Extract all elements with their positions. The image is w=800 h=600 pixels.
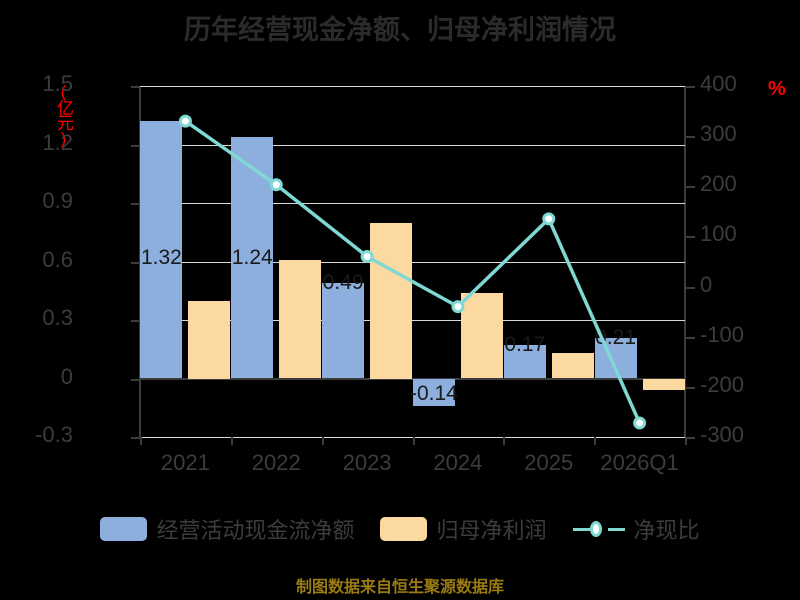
bar-value-label: 0.49: [322, 270, 364, 294]
legend-line-segment-left: [572, 528, 590, 531]
left-axis-tick: [131, 144, 140, 147]
legend-line-dot: [589, 521, 602, 537]
x-axis-tick-label: 2024: [433, 450, 483, 475]
right-axis-tick: [686, 136, 695, 139]
right-axis-tick-label: 300: [700, 121, 737, 147]
right-axis-tick-label: 400: [700, 71, 737, 96]
bar-value-label: 0.17: [504, 333, 546, 357]
left-axis-tick: [131, 320, 140, 322]
gridline: [140, 261, 685, 263]
right-axis-tick: [686, 336, 695, 339]
bar-value-label: -0.14: [409, 381, 458, 405]
legend-item-cash-to-profit-ratio[interactable]: 净现比: [572, 513, 700, 545]
x-axis-tick: [140, 437, 142, 445]
right-axis-tick-label: 200: [700, 171, 737, 197]
right-axis-tick: [686, 286, 695, 289]
bar-operating-cash-flow-2021[interactable]: [140, 121, 183, 379]
left-axis-tick: [131, 437, 140, 439]
bar-net-profit-2022[interactable]: [279, 259, 322, 379]
legend-item-net-profit[interactable]: 归母净利润: [380, 513, 547, 545]
x-axis-tick-label: 2021: [160, 450, 210, 475]
legend-line-segment-right: [607, 528, 625, 531]
right-axis-tick-label: 100: [700, 221, 737, 247]
right-axis-tick: [686, 386, 695, 389]
x-axis-tick: [412, 437, 415, 445]
right-axis-spine: [684, 86, 686, 437]
bar-net-profit-2024[interactable]: [460, 292, 503, 379]
x-axis-tick-label: 2023: [342, 450, 392, 475]
legend-swatch-operating-cash-flow: [100, 517, 148, 541]
bar-value-label: 0.21: [595, 325, 637, 349]
left-axis-tick-label: 0.9: [42, 188, 73, 213]
right-axis-tick-label: -100: [700, 321, 745, 347]
bar-net-profit-2023[interactable]: [370, 222, 413, 379]
left-axis-tick: [131, 378, 140, 381]
legend-line-marker-cash-to-profit-ratio: [572, 518, 625, 540]
right-axis-tick: [686, 437, 695, 439]
x-axis-tick-label: 2026Q1: [600, 450, 679, 475]
gridline: [140, 144, 685, 146]
x-axis-tick: [321, 437, 324, 445]
left-axis-tick-label: -0.3: [35, 422, 73, 447]
x-axis-tick-label: 2022: [251, 450, 301, 475]
right-axis-tick-label: 0: [700, 271, 713, 297]
left-axis-unit-label: (亿元): [54, 82, 73, 146]
legend-swatch-net-profit: [380, 517, 428, 541]
x-axis-tick: [230, 437, 233, 445]
footer-note: 制图数据来自恒生聚源数据库: [295, 579, 504, 596]
legend-label-operating-cash-flow: 经营活动现金流净额: [156, 518, 355, 543]
legend-item-operating-cash-flow[interactable]: 经营活动现金流净额: [100, 513, 354, 545]
x-axis-tick: [594, 437, 597, 445]
left-axis-tick-label: 1.2: [42, 129, 73, 155]
bar-net-profit-2025[interactable]: [551, 353, 594, 379]
legend-label-cash-to-profit-ratio: 净现比: [633, 518, 700, 543]
left-axis-tick-label: 0.6: [42, 246, 73, 272]
bar-value-label: 1.32: [140, 245, 182, 269]
bar-value-label: 1.24: [231, 245, 273, 269]
x-axis-tick: [685, 437, 687, 445]
left-axis-tick: [131, 86, 140, 88]
chart-title: 历年经营现金净额、归母净利润情况: [184, 15, 616, 45]
left-axis-tick: [131, 261, 140, 264]
right-axis-unit-label: %: [768, 78, 786, 100]
right-axis-tick-label: -300: [700, 422, 745, 447]
bar-operating-cash-flow-2023[interactable]: [322, 282, 365, 379]
right-axis-tick: [686, 236, 695, 239]
right-axis-tick: [686, 86, 695, 88]
left-axis-tick-label: 0: [60, 363, 73, 389]
left-axis-tick: [131, 203, 140, 205]
bar-net-profit-2026Q1[interactable]: [642, 378, 685, 391]
right-axis-tick-label: -200: [700, 371, 745, 397]
left-axis-tick-label: 1.5: [42, 71, 73, 96]
x-axis-tick-label: 2025: [524, 450, 574, 475]
legend-label-net-profit: 归母净利润: [436, 518, 547, 543]
gridline: [140, 86, 685, 87]
bar-net-profit-2021[interactable]: [188, 300, 231, 379]
x-axis-tick: [503, 437, 506, 445]
left-axis-tick-label: 0.3: [42, 305, 73, 330]
gridline: [140, 203, 685, 204]
chart-legend: 经营活动现金流净额 归母净利润 净现比: [0, 513, 800, 545]
right-axis-tick: [686, 186, 695, 189]
